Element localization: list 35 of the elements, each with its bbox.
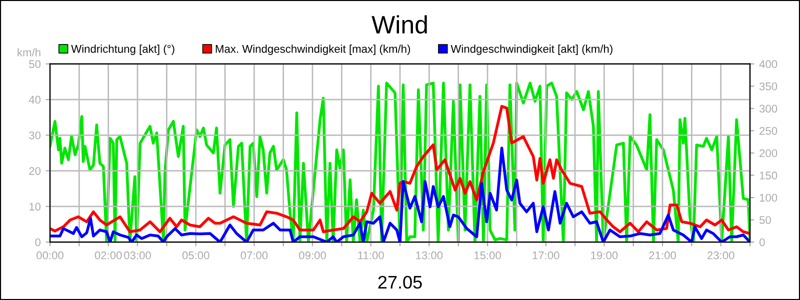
y-tick-label: 40 xyxy=(28,96,41,104)
y2-tick-label: 0 xyxy=(759,238,765,246)
y2-tick-label: 350 xyxy=(759,82,778,90)
y-tick-label: 50 xyxy=(29,60,41,68)
line-series xyxy=(50,104,750,235)
y-axis-title: km/h xyxy=(18,48,40,56)
x-tick-label: 13:00 xyxy=(416,251,443,260)
x-tick-label: 00:00 xyxy=(36,251,64,260)
x-axis-title: 27.05 xyxy=(378,276,422,289)
y2-tick-label: 250 xyxy=(760,126,778,135)
y2-tick-label: 50 xyxy=(759,216,771,224)
chart-title: Wind xyxy=(372,15,427,34)
x-tick-label: 09:00 xyxy=(299,251,326,260)
x-tick-label: 11:00 xyxy=(358,251,384,260)
x-tick-label: 15:00 xyxy=(474,251,501,260)
y2-tick-label: 300 xyxy=(759,104,778,113)
x-tick-label: 05:00 xyxy=(182,251,210,260)
y2-tick-label: 100 xyxy=(760,194,778,202)
y2-tick-label: 400 xyxy=(759,60,778,68)
y-tick-label: 0 xyxy=(35,238,41,246)
legend-label: Windgeschwindigkeit [akt] (km/h) xyxy=(450,44,612,56)
x-tick-label: 03:00 xyxy=(124,251,151,260)
y2-tick-label: 150 xyxy=(760,172,778,180)
y-tick-label: 20 xyxy=(29,167,41,175)
x-tick-label: 19:00 xyxy=(591,251,618,260)
y-tick-label: 30 xyxy=(29,131,41,140)
x-tick-label: 02:00 xyxy=(94,251,122,260)
x-tick-label: 17:00 xyxy=(532,251,560,260)
x-tick-label: 07:00 xyxy=(240,251,268,260)
x-tick-label: 21:00 xyxy=(649,251,676,260)
legend-label: Max. Windgeschwindigkeit [max] (km/h) xyxy=(216,44,410,56)
y2-tick-label: 200 xyxy=(760,149,778,158)
legend-label: Windrichtung [akt] (°) xyxy=(71,44,174,56)
x-tick-label: 23:00 xyxy=(707,251,734,260)
y-tick-label: 10 xyxy=(29,202,41,211)
